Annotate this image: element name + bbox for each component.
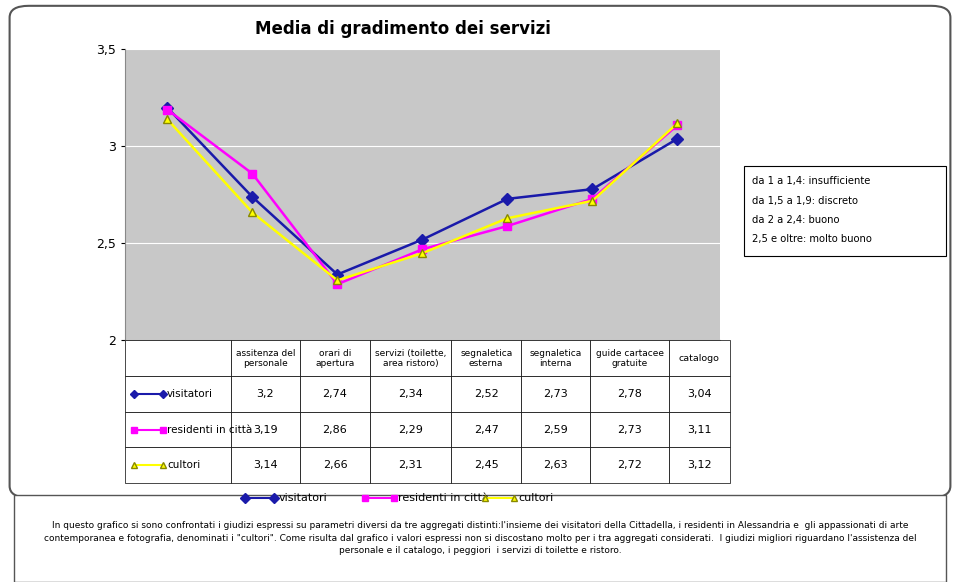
Text: cultori: cultori: [167, 460, 201, 470]
Text: 2,29: 2,29: [398, 425, 423, 435]
Text: 2,31: 2,31: [398, 460, 423, 470]
Text: catalogo: catalogo: [679, 354, 720, 363]
Text: 2,47: 2,47: [473, 425, 498, 435]
Text: segnaletica
interna: segnaletica interna: [530, 349, 582, 368]
Text: residenti in città: residenti in città: [167, 425, 252, 435]
Text: 2,59: 2,59: [543, 425, 568, 435]
Text: 2,63: 2,63: [543, 460, 568, 470]
Text: assitenza del
personale: assitenza del personale: [235, 349, 295, 368]
Text: 2,86: 2,86: [323, 425, 348, 435]
Text: 2,5 e oltre: molto buono: 2,5 e oltre: molto buono: [752, 234, 872, 244]
Text: 3,11: 3,11: [687, 425, 711, 435]
Text: visitatori: visitatori: [278, 492, 327, 503]
Text: 2,45: 2,45: [474, 460, 498, 470]
Text: segnaletica
esterna: segnaletica esterna: [460, 349, 513, 368]
Text: 2,74: 2,74: [323, 389, 348, 399]
Text: 3,12: 3,12: [687, 460, 711, 470]
Text: 2,66: 2,66: [323, 460, 348, 470]
Text: 2,72: 2,72: [617, 460, 642, 470]
Text: 2,52: 2,52: [474, 389, 498, 399]
Text: visitatori: visitatori: [167, 389, 213, 399]
Text: 2,73: 2,73: [617, 425, 642, 435]
Text: 3,19: 3,19: [253, 425, 277, 435]
Text: In questo grafico si sono confrontati i giudizi espressi su parametri diversi da: In questo grafico si sono confrontati i …: [44, 521, 916, 555]
Text: cultori: cultori: [518, 492, 554, 503]
Text: da 1 a 1,4: insufficiente: da 1 a 1,4: insufficiente: [752, 176, 870, 186]
Text: da 1,5 a 1,9: discreto: da 1,5 a 1,9: discreto: [752, 196, 857, 205]
Text: da 2 a 2,4: buono: da 2 a 2,4: buono: [752, 215, 839, 225]
Text: orari di
apertura: orari di apertura: [315, 349, 354, 368]
Text: 3,2: 3,2: [256, 389, 275, 399]
Text: residenti in città: residenti in città: [398, 492, 490, 503]
Text: Media di gradimento dei servizi: Media di gradimento dei servizi: [255, 20, 551, 38]
Text: 3,04: 3,04: [687, 389, 711, 399]
Text: 2,34: 2,34: [398, 389, 423, 399]
Text: guide cartacee
gratuite: guide cartacee gratuite: [596, 349, 663, 368]
Text: 2,73: 2,73: [543, 389, 568, 399]
Text: servizi (toilette,
area ristoro): servizi (toilette, area ristoro): [375, 349, 446, 368]
Text: 3,14: 3,14: [253, 460, 277, 470]
Text: 2,78: 2,78: [617, 389, 642, 399]
